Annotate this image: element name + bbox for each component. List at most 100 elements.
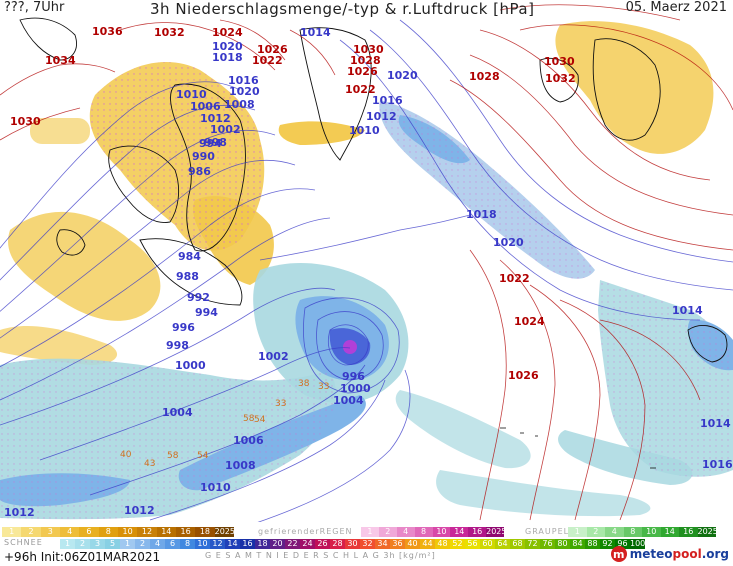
isobar-label: 1020 — [229, 85, 260, 98]
precip-amount-label: 58 — [167, 451, 179, 461]
isobar-label: 1026 — [347, 65, 378, 78]
isobar-label: 1026 — [508, 369, 539, 382]
legend-cell: 4 — [150, 539, 165, 549]
isobar-label: 1012 — [366, 110, 397, 123]
legend-cell: 44 — [420, 539, 435, 549]
legend-cell: 24 — [300, 539, 315, 549]
isobar-label: 1016 — [372, 94, 403, 107]
isobar-label: 1012 — [124, 504, 155, 517]
legend-cell: 20 — [270, 539, 285, 549]
legend-cell: 2025+ — [486, 527, 504, 537]
meteopool-logo-text: meteopool.org — [630, 547, 729, 561]
isobar-label: 1020 — [387, 69, 418, 82]
isobar-label: 1000 — [175, 359, 206, 372]
isobar-label: 996 — [172, 321, 195, 334]
isobar-label: 1002 — [210, 123, 241, 136]
isobar-label: 1004 — [333, 394, 364, 407]
isobar-label: 1030 — [544, 55, 575, 68]
isobar-label: 1010 — [176, 88, 207, 101]
legend-cell: 60 — [480, 539, 495, 549]
isobar-label: 998 — [204, 136, 227, 149]
legend-cell: 14 — [225, 539, 240, 549]
isobar-label: 994 — [195, 306, 218, 319]
legend-cell: 48 — [435, 539, 450, 549]
legend-cell: 14 — [156, 527, 176, 537]
legend-cell: 10 — [432, 527, 451, 537]
map-title: 3h Niederschlagsmenge/-typ & r.Luftdruck… — [150, 0, 535, 18]
isobar-label: 1032 — [545, 72, 576, 85]
legend-cell: 14 — [450, 527, 469, 537]
legend-cell: 2025+ — [214, 527, 234, 537]
isobar-label: 1012 — [4, 506, 35, 519]
legend-cell: 1 — [361, 527, 379, 537]
legend-cell: 12 — [210, 539, 225, 549]
legend-cell: 6 — [79, 527, 99, 537]
legend-cell: 6 — [165, 539, 180, 549]
precip-amount-label: 33 — [275, 399, 287, 409]
legend-cell: 32 — [360, 539, 375, 549]
isobar-label: 994 — [199, 137, 222, 150]
isobar-label: 1010 — [349, 124, 380, 137]
isobar-label: 1026 — [257, 43, 288, 56]
isobar-label: 998 — [166, 339, 189, 352]
legend-rain-scale: 1 2 3 5 1 2 4 6 8 10 12 14 16 18 20 22 24 26 28 30 32 34 36 40 4… — [60, 539, 645, 549]
isobar-label: 1016 — [702, 458, 733, 471]
coastlines — [19, 17, 728, 363]
isobar-label: 1014 — [672, 304, 703, 317]
isobar-label: 988 — [176, 270, 199, 283]
legend-cell: 18 — [195, 527, 215, 537]
legend-cell: 16 — [240, 539, 255, 549]
isobar-label: 1014 — [700, 417, 731, 430]
isobar-label: 1028 — [350, 54, 381, 67]
legend-cell: 72 — [525, 539, 540, 549]
isobar-label: 1012 — [200, 112, 231, 125]
legend-cell: 8 — [180, 539, 195, 549]
legend-cell: 84 — [570, 539, 585, 549]
precip-amount-label: 54 — [197, 451, 209, 461]
legend-cell: 96 — [615, 539, 630, 549]
isobars-high — [0, 4, 733, 521]
isobar-label: 1022 — [252, 54, 283, 67]
isobar-label: 1010 — [200, 481, 231, 494]
legend-cell: 14 — [660, 527, 679, 537]
isobar-label: 1006 — [233, 434, 264, 447]
legend-cell: 28 — [330, 539, 345, 549]
legend-cell: 1 — [568, 527, 587, 537]
logo-word-meteo: meteo — [629, 547, 673, 561]
legend-cell: 16 — [468, 527, 487, 537]
isobar-label: 1036 — [92, 25, 123, 38]
legend-cell: 5 — [105, 539, 120, 549]
legend-cell: 1 — [2, 527, 22, 537]
isobar-label: 1018 — [466, 208, 497, 221]
meteopool-logo-icon: m — [610, 546, 627, 562]
islands — [500, 427, 656, 469]
legend-cell: 40 — [405, 539, 420, 549]
map-date: 05. Maerz 2021 — [625, 0, 727, 15]
precip-amount-label: 43 — [144, 459, 156, 469]
isobar-label: 1022 — [499, 272, 530, 285]
legend-snow-title: SCHNEE — [4, 538, 43, 547]
legend-cell: 34 — [375, 539, 390, 549]
isobar-label: 992 — [187, 291, 210, 304]
legend-cell: 2025+ — [697, 527, 716, 537]
isobar-label: 1000 — [340, 382, 371, 395]
forecast-info: +96h Init:06Z01MAR2021 — [4, 550, 161, 564]
legend-rain-title: G E S A M T N I E D E R S C H L A G 3h [… — [205, 551, 436, 560]
legend-cell: 2 — [135, 539, 150, 549]
legend-cell: 56 — [465, 539, 480, 549]
isobar-label: 990 — [192, 150, 215, 163]
legend-graupel-title: GRAUPEL — [525, 527, 570, 536]
precip-amount-label: 54 — [254, 415, 266, 425]
legend-cell: 4 — [605, 527, 624, 537]
precip-amount-label: 38 — [298, 379, 310, 389]
legend-cell: 80 — [555, 539, 570, 549]
legend-cell: 30 — [345, 539, 360, 549]
meteopool-logo[interactable]: m meteopool.org — [610, 546, 729, 562]
legend-cell: 2 — [586, 527, 605, 537]
isobar-label: 1004 — [162, 406, 193, 419]
legend-cell: 2 — [75, 539, 90, 549]
legend-cell: 64 — [495, 539, 510, 549]
